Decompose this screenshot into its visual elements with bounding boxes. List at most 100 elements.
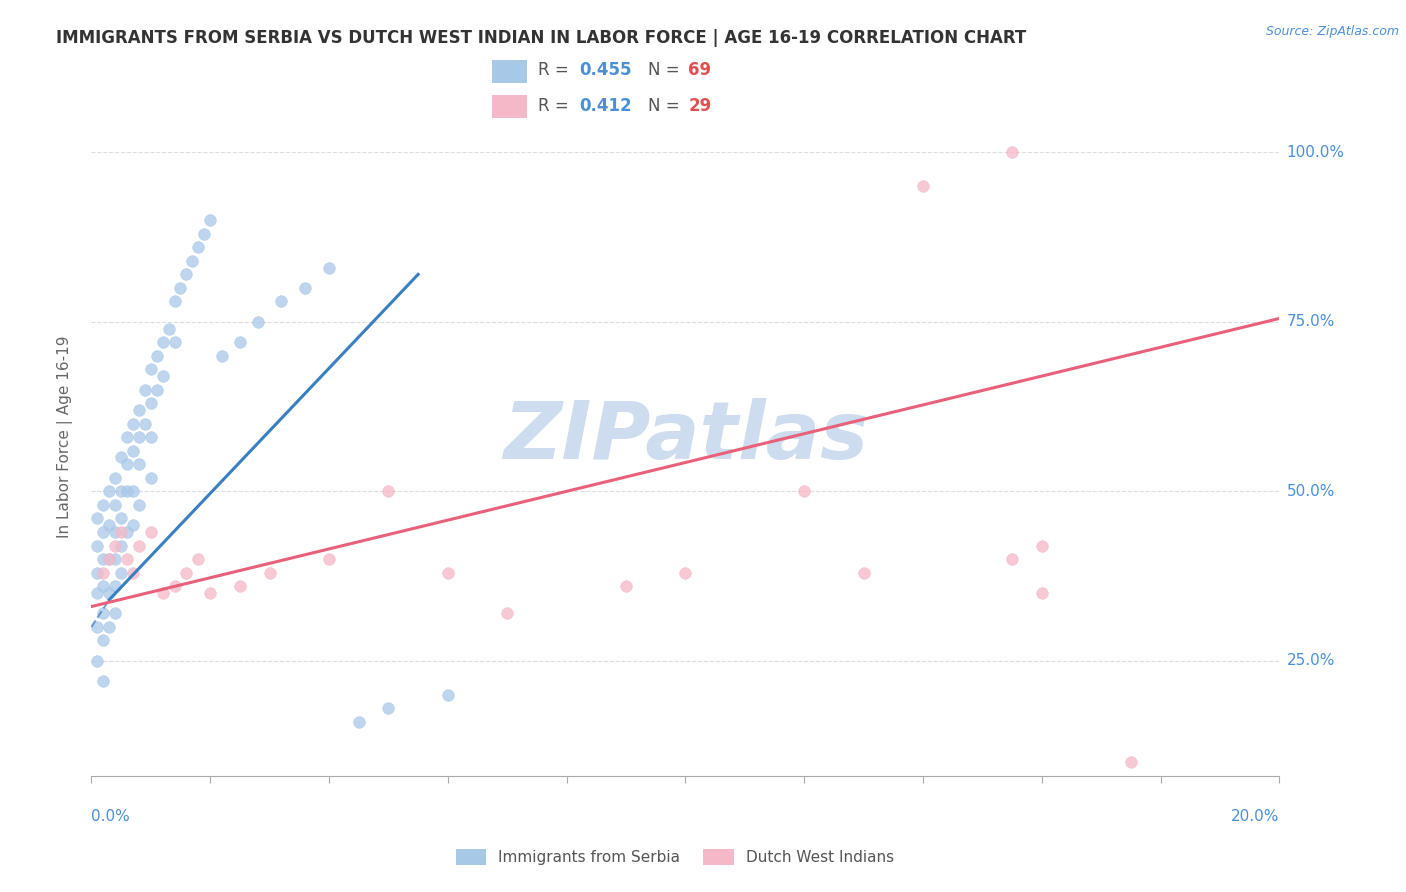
Point: [139, 362, 162, 376]
Bar: [492, 60, 527, 83]
Point: [104, 524, 127, 539]
Point: [115, 430, 138, 444]
Point: [852, 566, 875, 580]
Text: 0.0%: 0.0%: [91, 809, 131, 823]
Point: [187, 552, 209, 566]
Legend: Immigrants from Serbia, Dutch West Indians: Immigrants from Serbia, Dutch West India…: [450, 843, 900, 871]
Point: [98, 620, 121, 634]
Text: ZIPatlas: ZIPatlas: [503, 398, 868, 476]
Point: [259, 566, 281, 580]
Point: [91, 674, 114, 689]
Point: [163, 335, 186, 350]
Point: [139, 396, 162, 410]
Text: R =: R =: [538, 97, 575, 115]
Point: [104, 607, 127, 621]
Point: [110, 484, 132, 499]
Point: [128, 498, 150, 512]
Point: [122, 566, 145, 580]
Point: [122, 417, 145, 431]
Point: [98, 552, 121, 566]
Point: [793, 484, 815, 499]
Point: [318, 552, 340, 566]
Point: [200, 213, 222, 227]
Point: [229, 335, 252, 350]
Point: [115, 457, 138, 471]
Text: IMMIGRANTS FROM SERBIA VS DUTCH WEST INDIAN IN LABOR FORCE | AGE 16-19 CORRELATI: IMMIGRANTS FROM SERBIA VS DUTCH WEST IND…: [56, 29, 1026, 46]
Text: R =: R =: [538, 62, 575, 79]
Text: 100.0%: 100.0%: [1286, 145, 1344, 160]
Text: 0.455: 0.455: [579, 62, 631, 79]
Point: [122, 484, 145, 499]
Point: [104, 579, 127, 593]
Point: [98, 484, 121, 499]
Point: [110, 566, 132, 580]
Point: [181, 253, 204, 268]
Point: [91, 566, 114, 580]
Point: [91, 607, 114, 621]
Point: [98, 552, 121, 566]
Point: [86, 539, 108, 553]
Text: Source: ZipAtlas.com: Source: ZipAtlas.com: [1265, 25, 1399, 38]
Point: [91, 579, 114, 593]
Point: [110, 524, 132, 539]
Point: [211, 349, 233, 363]
Point: [139, 524, 162, 539]
Point: [377, 484, 399, 499]
Point: [91, 633, 114, 648]
Text: 20.0%: 20.0%: [1232, 809, 1279, 823]
Point: [104, 498, 127, 512]
Point: [128, 403, 150, 417]
Point: [145, 383, 167, 397]
Point: [128, 430, 150, 444]
Point: [152, 335, 174, 350]
Point: [496, 607, 519, 621]
Point: [91, 498, 114, 512]
Point: [1031, 539, 1053, 553]
Point: [436, 566, 458, 580]
Point: [104, 471, 127, 485]
Point: [145, 349, 167, 363]
Point: [86, 620, 108, 634]
Point: [157, 321, 180, 335]
Point: [270, 294, 292, 309]
Point: [163, 579, 186, 593]
Point: [86, 566, 108, 580]
Text: 69: 69: [689, 62, 711, 79]
Point: [614, 579, 637, 593]
Point: [1001, 145, 1024, 160]
Text: 50.0%: 50.0%: [1286, 483, 1334, 499]
Point: [115, 552, 138, 566]
Point: [115, 484, 138, 499]
Point: [134, 417, 156, 431]
Point: [176, 268, 198, 282]
Point: [152, 369, 174, 384]
Point: [1119, 756, 1142, 770]
Point: [134, 383, 156, 397]
Point: [163, 294, 186, 309]
Text: 75.0%: 75.0%: [1286, 314, 1334, 329]
Point: [436, 688, 458, 702]
Point: [139, 430, 162, 444]
Point: [110, 450, 132, 465]
Point: [86, 511, 108, 525]
Point: [115, 524, 138, 539]
Y-axis label: In Labor Force | Age 16-19: In Labor Force | Age 16-19: [58, 335, 73, 539]
Text: 29: 29: [689, 97, 711, 115]
Point: [1031, 586, 1053, 600]
Point: [1001, 552, 1024, 566]
Point: [104, 552, 127, 566]
Point: [139, 471, 162, 485]
Point: [98, 518, 121, 533]
Point: [200, 586, 222, 600]
Text: N =: N =: [648, 97, 685, 115]
Point: [86, 586, 108, 600]
Point: [122, 443, 145, 458]
Point: [98, 586, 121, 600]
Text: N =: N =: [648, 62, 685, 79]
Point: [91, 552, 114, 566]
Bar: [492, 95, 527, 118]
Point: [187, 240, 209, 254]
Point: [110, 511, 132, 525]
Point: [318, 260, 340, 275]
Point: [294, 281, 316, 295]
